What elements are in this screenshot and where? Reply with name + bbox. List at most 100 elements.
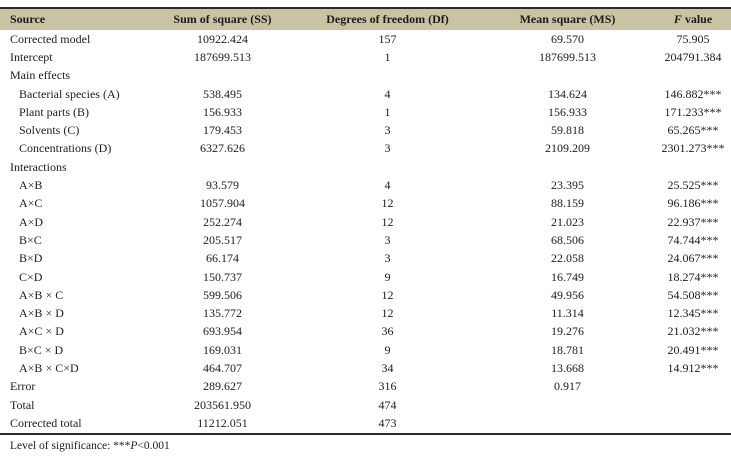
table-row: A×D 252.274 12 21.023 22.937*** xyxy=(0,213,731,231)
sum-of-square-cell xyxy=(150,67,295,85)
mean-square-cell xyxy=(480,67,655,85)
mean-square-cell: 23.395 xyxy=(551,178,584,193)
degrees-of-freedom-cell: 1 xyxy=(384,104,391,119)
sum-of-square-cell: 1057.904 xyxy=(200,196,245,211)
f-value-rest: value xyxy=(681,12,713,26)
sum-of-square-cell: 599.506 xyxy=(203,287,242,302)
degrees-of-freedom-cell: 36 xyxy=(381,324,394,339)
degrees-of-freedom-cell: 4 xyxy=(384,86,391,101)
table-row: Total 203561.950 474 xyxy=(0,396,731,414)
table-row: Interactions xyxy=(0,158,731,176)
header-sum-of-square: Sum of square (SS) xyxy=(150,8,295,30)
header-degrees-of-freedom: Degrees of freedom (Df) xyxy=(295,8,480,30)
mean-square-cell: 16.749 xyxy=(551,269,584,284)
sum-of-square-cell: 693.954 xyxy=(203,324,242,339)
degrees-of-freedom-cell: 12 xyxy=(381,306,394,321)
degrees-of-freedom-cell xyxy=(295,158,480,176)
anova-table: Source Sum of square (SS) Degrees of fre… xyxy=(0,7,731,435)
sum-of-square-cell: 6327.626 xyxy=(200,141,245,156)
f-value-cell: 96.186*** xyxy=(667,196,719,211)
footnote-pre: Level of significance: *** xyxy=(10,439,131,452)
f-value-cell: 20.491*** xyxy=(667,342,719,357)
source-cell: Solvents (C) xyxy=(19,123,80,138)
sum-of-square-cell: 187699.513 xyxy=(194,49,251,64)
degrees-of-freedom-cell: 12 xyxy=(381,196,394,211)
table-row: Bacterial species (A) 538.495 4 134.624 … xyxy=(0,85,731,103)
mean-square-cell: 21.023 xyxy=(551,214,584,229)
mean-square-cell xyxy=(480,396,655,414)
degrees-of-freedom-cell: 4 xyxy=(384,178,391,193)
f-value-cell: 14.912*** xyxy=(667,360,719,375)
mean-square-cell xyxy=(480,414,655,433)
degrees-of-freedom-cell: 316 xyxy=(378,379,397,394)
mean-square-cell: 187699.513 xyxy=(539,49,596,64)
header-source: Source xyxy=(0,8,150,30)
table-row: Solvents (C) 179.453 3 59.818 65.265*** xyxy=(0,121,731,139)
sum-of-square-cell: 11212.051 xyxy=(197,415,248,430)
sum-of-square-cell: 150.737 xyxy=(203,269,242,284)
significance-footnote: Level of significance: ***P<0.001 xyxy=(10,440,731,452)
sum-of-square-cell: 156.933 xyxy=(203,104,242,119)
source-cell: A×B × D xyxy=(19,306,64,321)
table-row: Plant parts (B) 156.933 1 156.933 171.23… xyxy=(0,103,731,121)
sum-of-square-cell: 179.453 xyxy=(203,123,242,138)
degrees-of-freedom-cell xyxy=(295,67,480,85)
table-row: B×D 66.174 3 22.058 24.067*** xyxy=(0,250,731,268)
table-row: Corrected total 11212.051 473 xyxy=(0,414,731,433)
sum-of-square-cell: 93.579 xyxy=(206,178,239,193)
mean-square-cell: 11.314 xyxy=(551,306,584,321)
source-cell: A×D xyxy=(19,214,44,229)
sum-of-square-cell: 538.495 xyxy=(203,86,242,101)
source-cell: B×C × D xyxy=(19,342,64,357)
degrees-of-freedom-cell: 12 xyxy=(381,214,394,229)
degrees-of-freedom-cell: 3 xyxy=(384,251,391,266)
degrees-of-freedom-cell: 474 xyxy=(378,397,397,412)
source-cell: A×C × D xyxy=(19,324,64,339)
sum-of-square-cell: 66.174 xyxy=(206,251,239,266)
source-cell: Total xyxy=(10,397,35,412)
f-value-cell xyxy=(655,396,731,414)
source-cell: Main effects xyxy=(10,68,71,83)
sum-of-square-cell: 289.627 xyxy=(203,379,242,394)
source-cell: Intercept xyxy=(10,49,53,64)
source-cell: B×C xyxy=(19,232,42,247)
source-cell: Corrected total xyxy=(10,415,82,430)
f-value-cell: 65.265*** xyxy=(667,123,719,138)
f-value-cell xyxy=(655,378,731,396)
sum-of-square-cell: 203561.950 xyxy=(194,397,251,412)
degrees-of-freedom-cell: 1 xyxy=(384,49,391,64)
source-cell: A×B × C×D xyxy=(19,360,79,375)
f-value-cell xyxy=(655,67,731,85)
footnote-p-italic: P xyxy=(130,439,138,452)
mean-square-cell: 2109.209 xyxy=(545,141,590,156)
mean-square-cell: 0.917 xyxy=(554,379,581,394)
f-value-cell: 204791.384 xyxy=(664,49,722,64)
f-value-cell: 12.345*** xyxy=(667,306,719,321)
table-row: Main effects xyxy=(0,67,731,85)
mean-square-cell: 156.933 xyxy=(548,104,587,119)
mean-square-cell: 134.624 xyxy=(548,86,587,101)
table-row: Corrected model 10922.424 157 69.570 75.… xyxy=(0,30,731,48)
mean-square-cell: 19.276 xyxy=(551,324,584,339)
table-row: B×C 205.517 3 68.506 74.744*** xyxy=(0,231,731,249)
sum-of-square-cell: 252.274 xyxy=(203,214,242,229)
f-value-cell: 171.233*** xyxy=(664,104,722,119)
degrees-of-freedom-cell: 9 xyxy=(384,269,391,284)
source-cell: Corrected model xyxy=(10,31,91,46)
degrees-of-freedom-cell: 473 xyxy=(378,415,397,430)
table-row: A×B 93.579 4 23.395 25.525*** xyxy=(0,176,731,194)
degrees-of-freedom-cell: 3 xyxy=(384,141,391,156)
f-value-cell xyxy=(655,158,731,176)
f-value-cell: 22.937*** xyxy=(667,214,719,229)
table-row: A×B × C×D 464.707 34 13.668 14.912*** xyxy=(0,359,731,377)
mean-square-cell: 22.058 xyxy=(551,251,584,266)
degrees-of-freedom-cell: 12 xyxy=(381,287,394,302)
paper-table-page: Source Sum of square (SS) Degrees of fre… xyxy=(0,7,731,463)
table-row: A×C × D 693.954 36 19.276 21.032*** xyxy=(0,323,731,341)
degrees-of-freedom-cell: 34 xyxy=(381,360,394,375)
degrees-of-freedom-cell: 3 xyxy=(384,232,391,247)
degrees-of-freedom-cell: 9 xyxy=(384,342,391,357)
source-cell: Interactions xyxy=(10,159,67,174)
header-f-value: F value xyxy=(655,8,731,30)
f-value-cell: 54.508*** xyxy=(667,287,719,302)
